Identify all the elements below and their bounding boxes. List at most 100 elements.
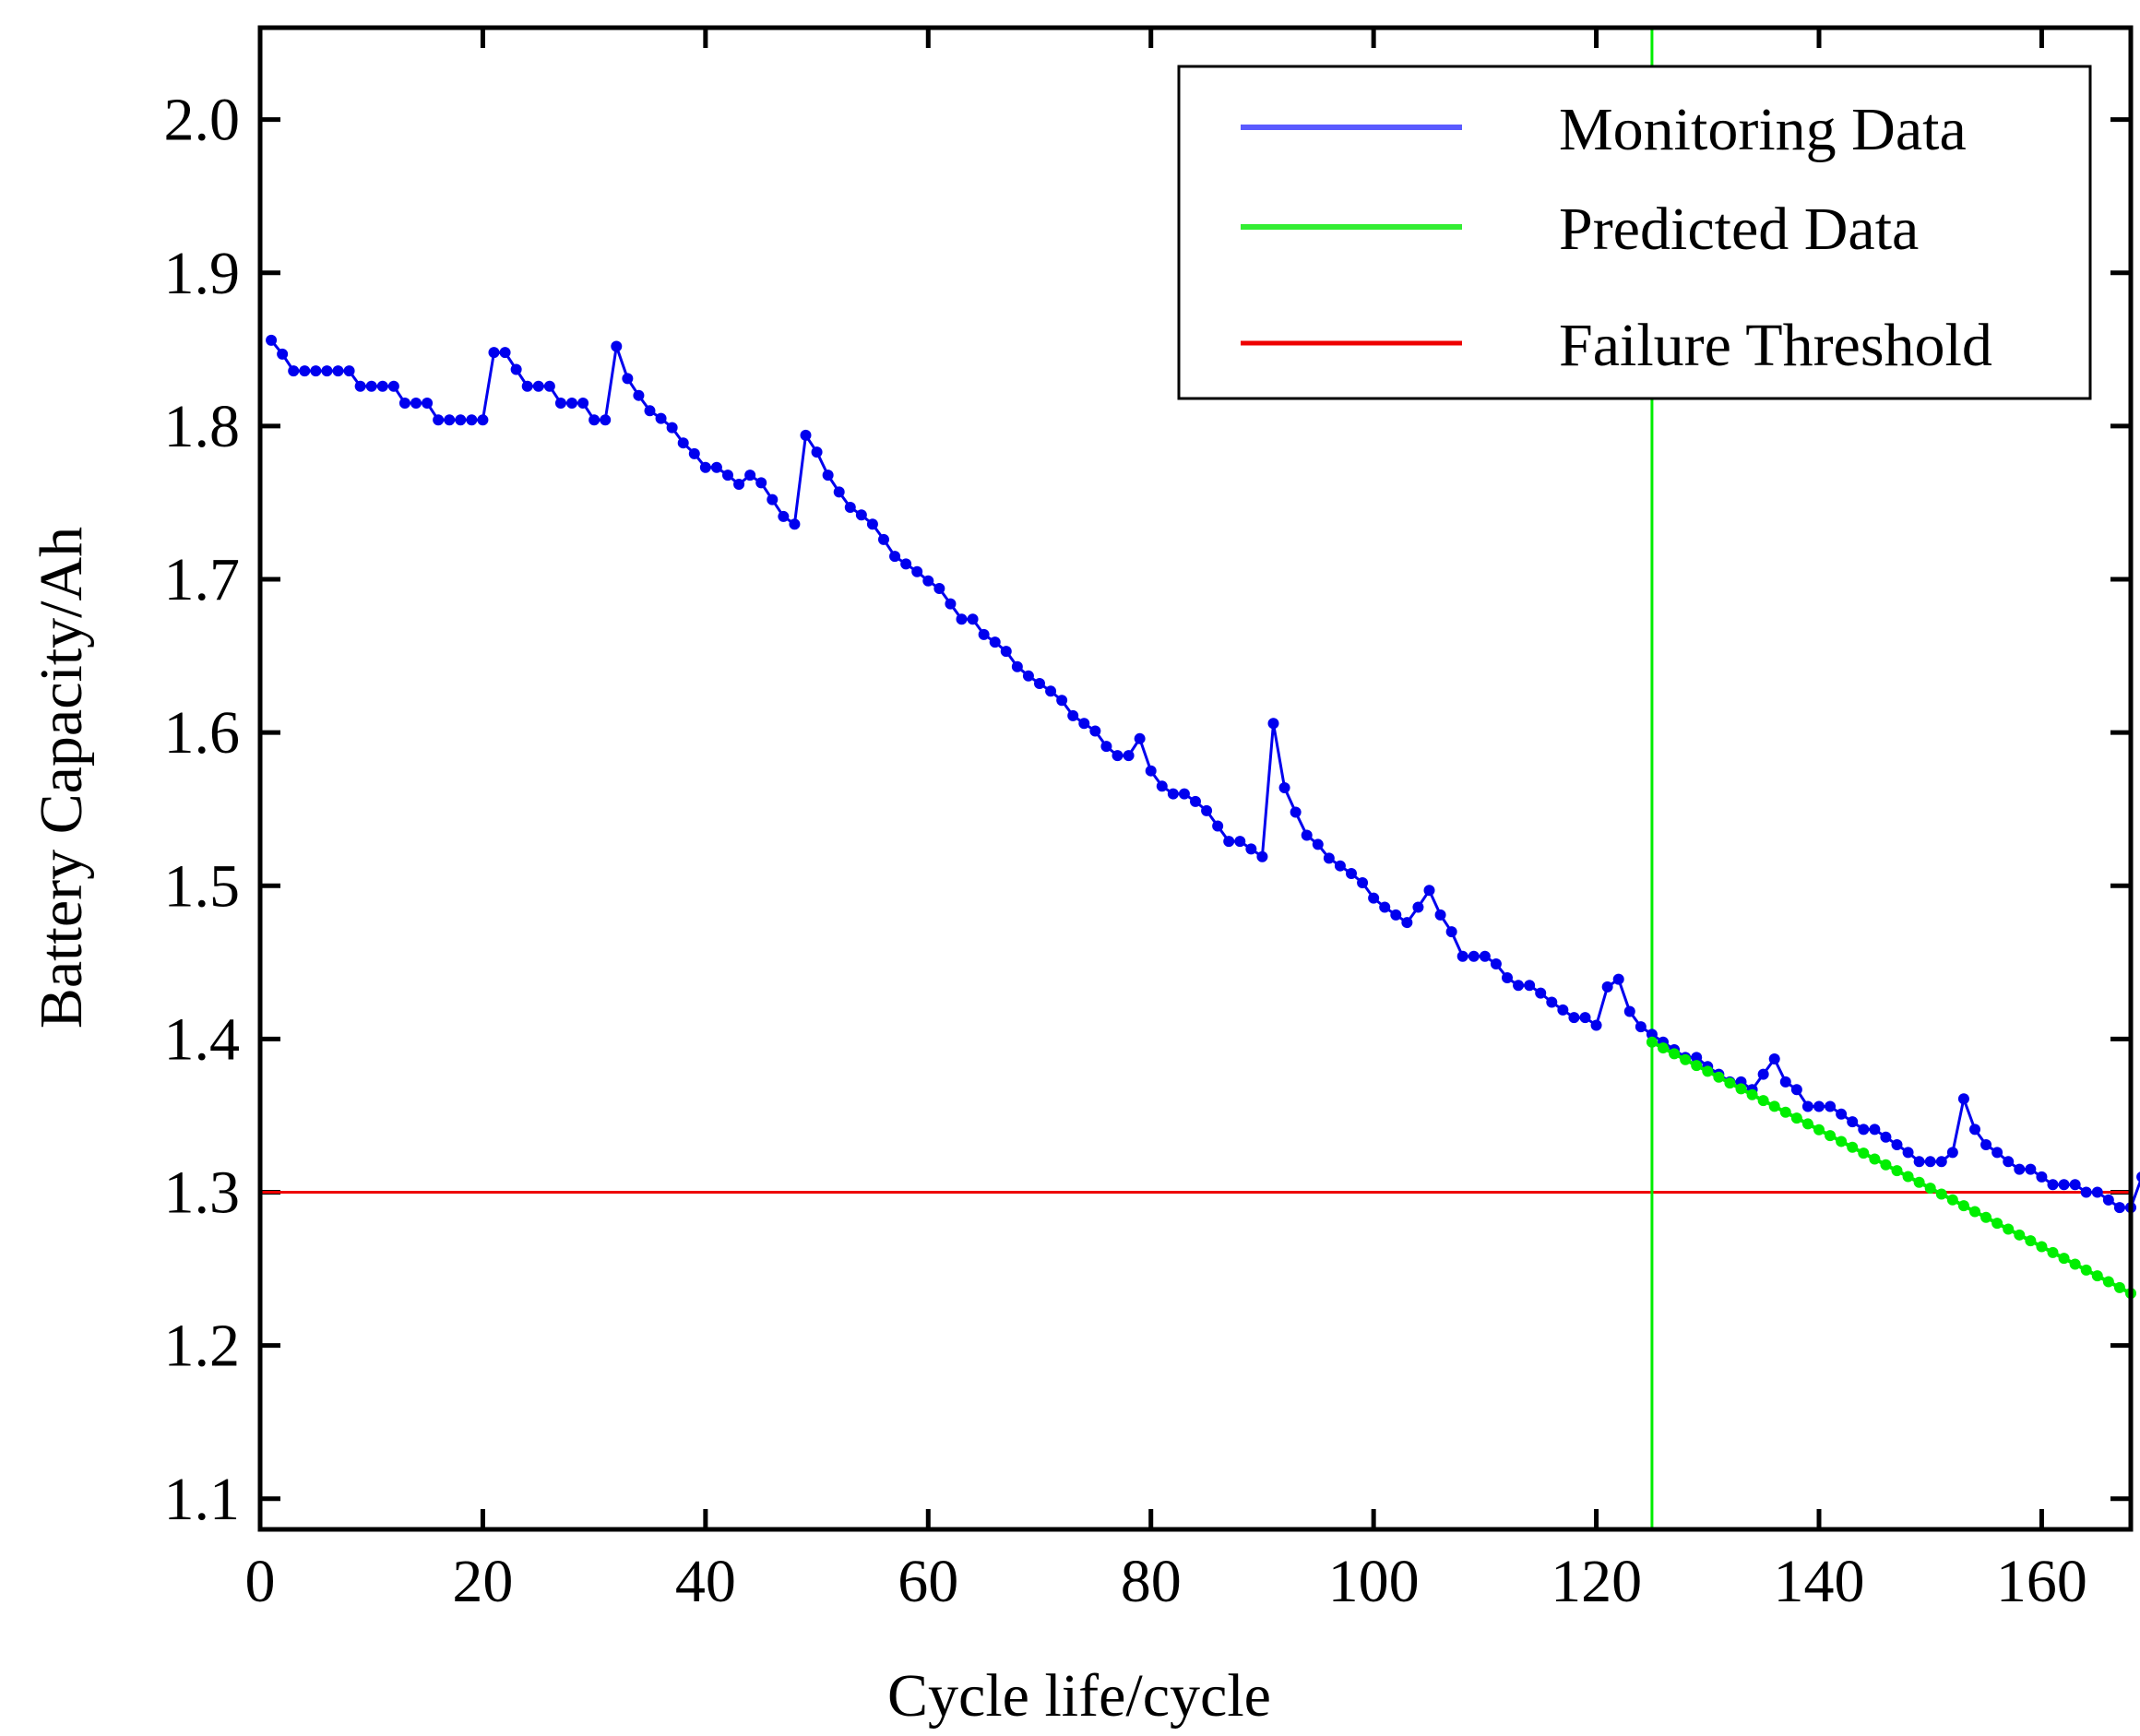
monitoring-point [1557, 1004, 1569, 1016]
monitoring-point [1825, 1100, 1837, 1112]
predicted-point [2036, 1241, 2048, 1253]
predicted-point [1680, 1053, 1692, 1065]
monitoring-point [1301, 829, 1313, 841]
monitoring-point [444, 414, 456, 426]
monitoring-point [978, 628, 990, 640]
predicted-point [1891, 1165, 1903, 1177]
predicted-point [1980, 1211, 1992, 1223]
monitoring-point [1768, 1053, 1780, 1065]
predicted-point [1702, 1065, 1714, 1077]
monitoring-point [778, 510, 790, 522]
monitoring-point [1167, 788, 1179, 800]
monitoring-point [600, 414, 612, 426]
monitoring-point [1880, 1131, 1892, 1143]
monitoring-point [1568, 1012, 1580, 1024]
monitoring-point [1056, 695, 1068, 707]
x-tick-label: 0 [245, 1548, 276, 1615]
monitoring-point [521, 380, 533, 392]
monitoring-point [989, 636, 1001, 648]
monitoring-point [321, 365, 333, 377]
y-tick-label: 1.7 [164, 546, 241, 613]
monitoring-point [410, 398, 422, 409]
monitoring-point [755, 477, 767, 489]
monitoring-point [1089, 725, 1101, 737]
y-tick-label: 1.2 [164, 1313, 241, 1380]
predicted-point [1913, 1176, 1925, 1188]
x-tick-label: 80 [1121, 1548, 1182, 1615]
monitoring-point [2113, 1202, 2125, 1214]
monitoring-point [866, 518, 878, 530]
monitoring-point [733, 479, 745, 491]
y-tick-label: 2.0 [164, 87, 241, 154]
monitoring-point [1379, 901, 1391, 913]
monitoring-point [1869, 1124, 1881, 1136]
monitoring-point [1357, 876, 1369, 888]
monitoring-point [2003, 1156, 2015, 1168]
x-tick-label: 120 [1551, 1548, 1642, 1615]
monitoring-point [1434, 909, 1446, 921]
predicted-point [1735, 1083, 1747, 1095]
predicted-point [1858, 1147, 1870, 1159]
monitoring-point [1601, 981, 1613, 993]
monitoring-point [422, 398, 434, 409]
monitoring-point [2047, 1179, 2059, 1191]
legend-label-predicted: Predicted Data [1559, 196, 1919, 263]
monitoring-point [722, 470, 733, 482]
legend-label-threshold: Failure Threshold [1559, 312, 1992, 379]
monitoring-point [655, 412, 667, 424]
monitoring-point [1813, 1100, 1825, 1112]
monitoring-point [554, 398, 566, 409]
monitoring-point [588, 414, 600, 426]
monitoring-point [767, 493, 779, 505]
monitoring-point [666, 422, 678, 434]
x-tick-label: 140 [1774, 1548, 1865, 1615]
monitoring-point [699, 461, 711, 473]
monitoring-point [1112, 750, 1124, 762]
monitoring-point [622, 373, 634, 385]
monitoring-point [1590, 1019, 1602, 1031]
monitoring-point [2091, 1186, 2103, 1198]
monitoring-point [2136, 1171, 2140, 1183]
predicted-point [1646, 1036, 1658, 1048]
monitoring-point [2058, 1179, 2070, 1191]
monitoring-point [1078, 718, 1090, 730]
y-tick-label: 1.1 [164, 1466, 241, 1533]
monitoring-point [266, 334, 278, 346]
monitoring-point [1456, 950, 1468, 962]
monitoring-point [1801, 1100, 1813, 1112]
monitoring-point [1346, 867, 1357, 879]
monitoring-point [1256, 850, 1268, 862]
predicted-point [2025, 1235, 2037, 1247]
predicted-point [1991, 1218, 2003, 1230]
legend-label-monitoring: Monitoring Data [1559, 96, 1967, 163]
monitoring-point [2069, 1179, 2081, 1191]
monitoring-point [1123, 750, 1135, 762]
y-tick-label: 1.4 [164, 1005, 241, 1073]
monitoring-point [1546, 996, 1558, 1008]
predicted-point [1813, 1124, 1825, 1136]
monitoring-point [543, 380, 555, 392]
predicted-series [1646, 1036, 2136, 1300]
monitoring-point [1524, 980, 1536, 992]
monitoring-point [1234, 836, 1246, 848]
monitoring-point [376, 380, 388, 392]
monitoring-point [1946, 1147, 1958, 1159]
predicted-point [2058, 1253, 2070, 1265]
monitoring-point [1034, 678, 1045, 690]
monitoring-point [1067, 709, 1079, 721]
monitoring-point [354, 380, 366, 392]
predicted-point [1825, 1130, 1837, 1142]
monitoring-point [1836, 1108, 1848, 1120]
monitoring-point [2036, 1171, 2048, 1183]
monitoring-point [1479, 950, 1491, 962]
monitoring-point [1401, 917, 1413, 929]
monitoring-point [644, 405, 656, 417]
monitoring-point [844, 501, 856, 513]
predicted-point [2003, 1223, 2015, 1235]
predicted-point [1669, 1048, 1681, 1060]
monitoring-point [945, 598, 957, 610]
monitoring-point [1513, 980, 1525, 992]
monitoring-point [1156, 780, 1168, 792]
monitoring-point [1390, 909, 1402, 921]
predicted-point [1779, 1106, 1791, 1118]
